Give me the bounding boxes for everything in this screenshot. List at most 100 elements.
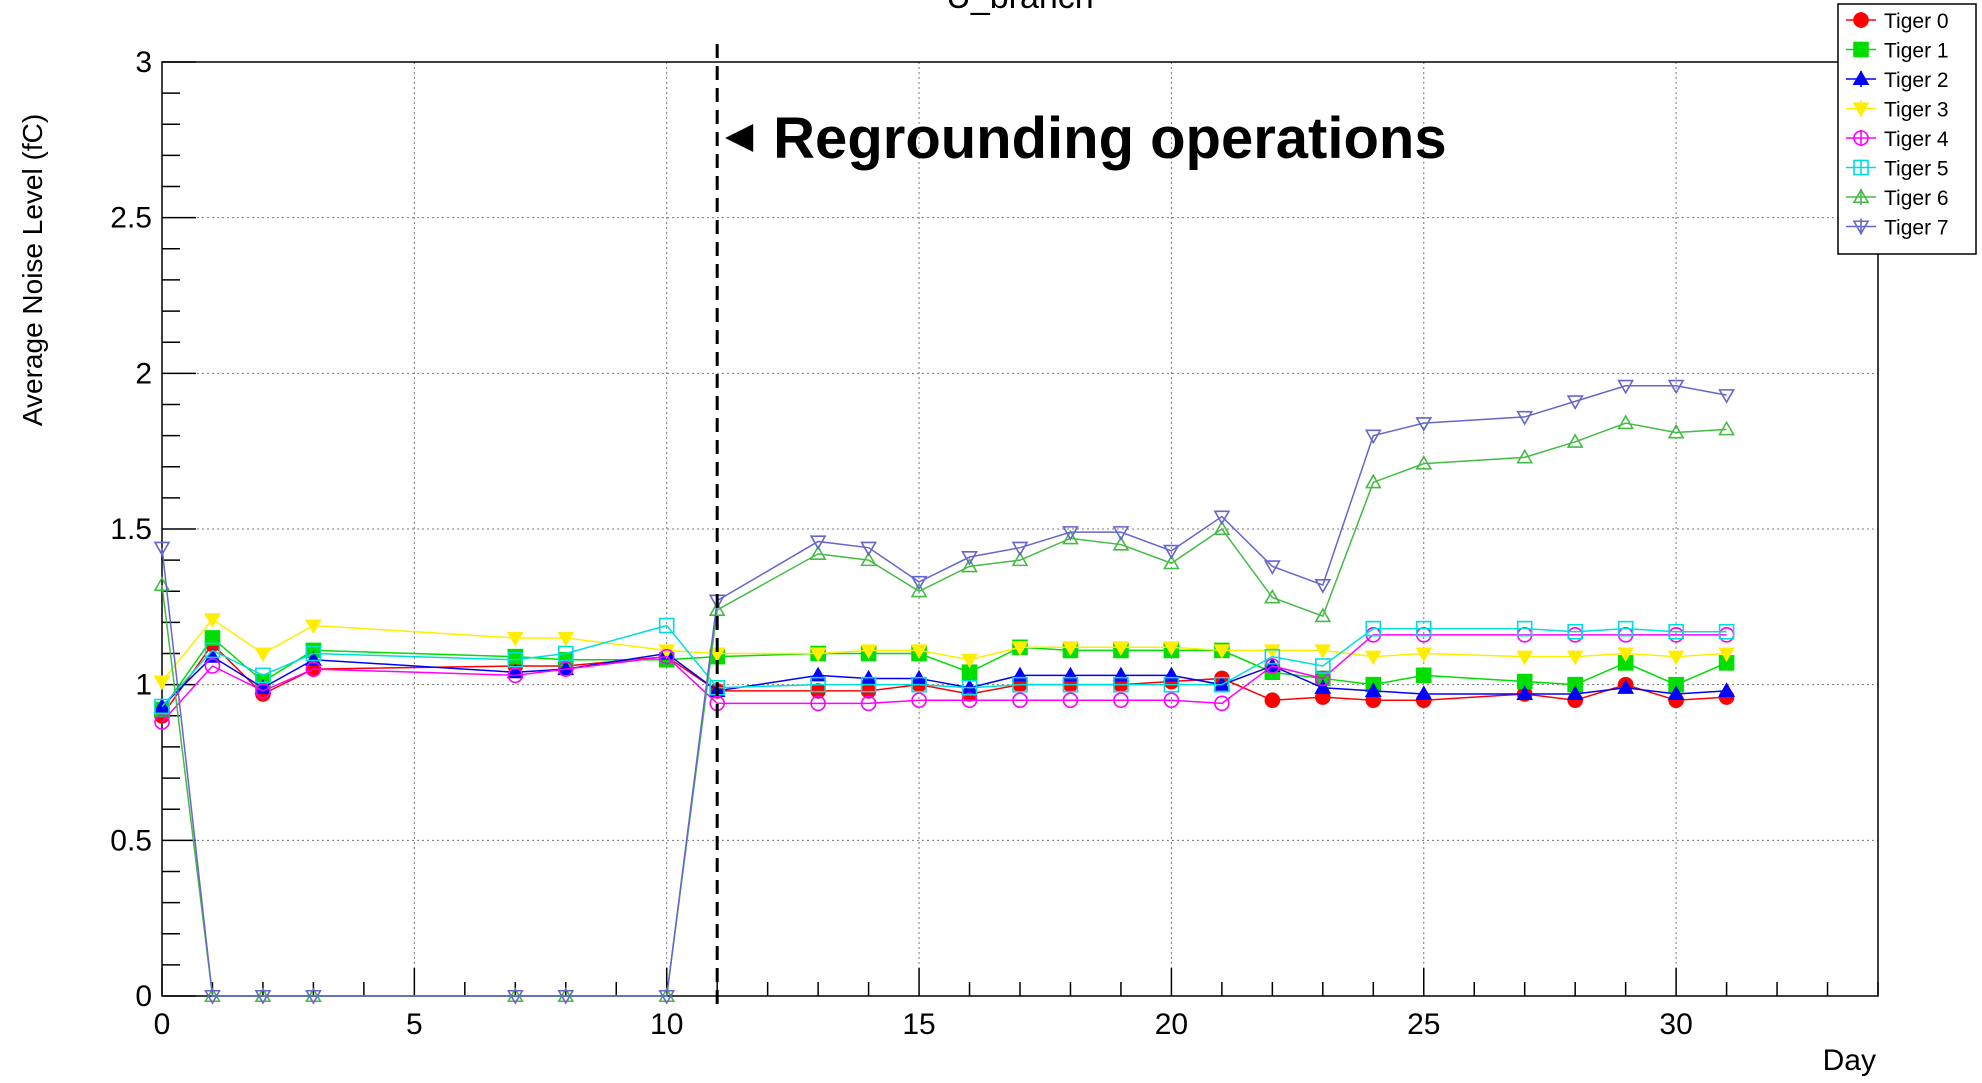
legend-entry: Tiger 0	[1846, 10, 1949, 33]
data-point	[1617, 620, 1634, 637]
plot-area	[162, 62, 1878, 996]
data-point	[254, 647, 272, 663]
data-point	[860, 695, 877, 712]
data-point	[961, 679, 978, 696]
legend-label: Tiger 5	[1884, 158, 1949, 181]
legend-marker	[1852, 70, 1870, 86]
data-point	[1263, 588, 1281, 604]
data-point	[1163, 676, 1180, 693]
data-point	[506, 987, 524, 1003]
y-axis-label: Average Noise Level (fC)	[17, 114, 48, 426]
data-point	[1012, 676, 1028, 693]
data-point	[860, 551, 877, 567]
data-point	[1163, 554, 1180, 570]
data-point	[1264, 648, 1281, 665]
data-point	[506, 631, 524, 647]
data-point	[860, 541, 877, 557]
series-tiger-4	[154, 627, 1735, 730]
data-point	[204, 658, 221, 674]
data-point	[708, 601, 726, 616]
legend-entry: Tiger 2	[1846, 69, 1949, 92]
data-point	[1163, 692, 1180, 709]
data-point	[1213, 510, 1231, 526]
data-point	[910, 575, 928, 591]
data-point	[1112, 526, 1130, 541]
data-point	[1314, 644, 1332, 660]
data-point	[154, 714, 170, 730]
data-point	[1668, 623, 1684, 640]
data-point	[1011, 641, 1029, 656]
data-point	[1566, 433, 1584, 448]
y-tick-label: 1.5	[110, 513, 152, 546]
legend-label: Tiger 7	[1884, 217, 1949, 240]
legend-label: Tiger 3	[1884, 99, 1949, 122]
data-series	[153, 379, 1735, 1005]
data-point	[254, 989, 272, 1005]
data-point	[809, 535, 827, 551]
data-point	[557, 987, 575, 1003]
data-point	[1113, 692, 1129, 709]
data-point	[1718, 647, 1735, 663]
data-point	[204, 630, 221, 646]
legend-marker	[1852, 102, 1870, 118]
data-point	[1314, 578, 1332, 594]
data-point	[506, 989, 524, 1005]
data-point	[305, 661, 322, 677]
annotation-arrow-icon	[725, 124, 754, 152]
data-point	[1516, 685, 1534, 701]
data-point	[658, 989, 676, 1005]
y-tick-label: 2	[135, 357, 152, 390]
data-point	[1718, 389, 1735, 404]
data-point	[658, 648, 675, 665]
data-point	[1315, 670, 1331, 687]
x-tick-label: 0	[154, 1008, 171, 1041]
data-point	[204, 648, 221, 663]
data-point	[1667, 685, 1685, 701]
data-point	[1718, 420, 1735, 436]
annotation-label: Regrounding operations	[773, 106, 1446, 171]
data-point	[204, 989, 221, 1005]
data-point	[1617, 647, 1635, 663]
annotation-layer: Regrounding operations	[715, 44, 1447, 1012]
data-point	[1415, 620, 1432, 637]
y-tick-label: 1	[135, 669, 152, 702]
data-point	[1516, 410, 1534, 426]
data-point	[1365, 620, 1382, 637]
series-line	[161, 624, 1727, 707]
legend-label: Tiger 6	[1884, 187, 1949, 210]
data-point	[1112, 535, 1130, 551]
data-point	[1011, 541, 1029, 557]
data-point	[1516, 650, 1534, 666]
data-point	[911, 676, 927, 693]
data-point	[1566, 650, 1584, 666]
data-point	[255, 683, 271, 699]
data-point	[1214, 695, 1230, 712]
data-point	[154, 698, 170, 715]
data-point	[1062, 641, 1079, 656]
data-point	[305, 619, 322, 635]
y-tick-label: 0	[135, 980, 152, 1013]
data-point	[1113, 676, 1129, 693]
data-point	[204, 987, 221, 1003]
data-point	[1011, 551, 1029, 567]
data-point	[1415, 685, 1433, 701]
data-point	[961, 550, 978, 566]
legend-marker	[1853, 12, 1869, 28]
data-point	[204, 613, 221, 628]
data-point	[305, 645, 322, 662]
data-point	[1566, 395, 1584, 410]
data-point	[1415, 417, 1433, 432]
data-point	[255, 667, 271, 684]
data-point	[507, 651, 524, 668]
series-tiger-7	[153, 379, 1735, 1005]
y-tick-label: 0.5	[110, 824, 152, 857]
data-point	[658, 987, 676, 1003]
data-point	[507, 667, 524, 684]
data-point	[658, 617, 675, 634]
x-tick-label: 10	[650, 1008, 683, 1041]
data-point	[1264, 658, 1281, 674]
data-point	[810, 676, 826, 693]
data-point	[1012, 692, 1028, 709]
data-point	[305, 987, 322, 1003]
data-point	[305, 989, 322, 1005]
